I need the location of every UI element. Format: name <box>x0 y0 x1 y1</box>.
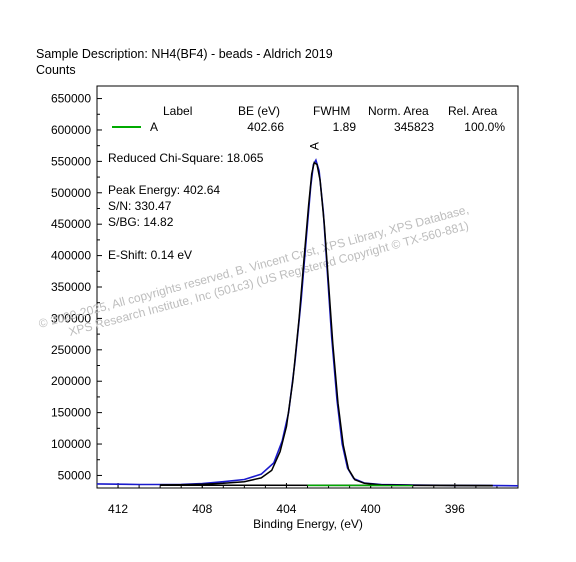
watermark-line: © 2020-2025, All copyrights reserved, B.… <box>37 202 470 331</box>
y-tick-label: 600000 <box>51 123 91 137</box>
y-tick-label: 150000 <box>51 406 91 420</box>
series-line-1 <box>160 161 493 487</box>
sample-description: Sample Description: NH4(BF4) - beads - A… <box>36 47 333 61</box>
x-tick-label: 404 <box>276 502 296 516</box>
legend-header-norm-area: Norm. Area <box>368 104 429 118</box>
y-tick-label: 300000 <box>51 311 91 325</box>
legend-row-norm-area: 345823 <box>394 120 434 134</box>
peak-energy-text: Peak Energy: 402.64 <box>108 183 220 197</box>
y-axis: 650000 600000 550000 500000 450000 400000 3500… <box>51 92 102 482</box>
y-tick-label: 650000 <box>51 92 91 106</box>
y-axis-label: Counts <box>36 63 76 77</box>
y-tick-label: 550000 <box>51 154 91 168</box>
y-tick-label: 200000 <box>51 374 91 388</box>
y-tick-label: 250000 <box>51 343 91 357</box>
sbg-text: S/BG: 14.82 <box>108 215 174 229</box>
legend-header-fwhm: FWHM <box>313 104 350 118</box>
peak-label-a: A <box>308 142 322 150</box>
x-tick-label: 400 <box>361 502 381 516</box>
y-tick-label: 400000 <box>51 249 91 263</box>
x-tick-label: 412 <box>108 502 128 516</box>
y-tick-label: 450000 <box>51 217 91 231</box>
legend-row-label: A <box>150 120 158 134</box>
fit-annotations: Reduced Chi-Square: 18.065 Peak Energy: … <box>108 151 264 262</box>
x-tick-label: 396 <box>445 502 465 516</box>
y-tick-label: 50000 <box>58 468 92 482</box>
chi-square-text: Reduced Chi-Square: 18.065 <box>108 151 264 165</box>
copyright-watermark: © 2020-2025, All copyrights reserved, B.… <box>37 202 470 339</box>
watermark-line: XPS Research Institute, Inc (501c3) (US … <box>67 218 470 339</box>
eshift-text: E-Shift: 0.14 eV <box>108 248 192 262</box>
y-tick-label: 500000 <box>51 186 91 200</box>
x-axis-label: Binding Energy, (eV) <box>253 517 363 531</box>
legend-row-rel-area: 100.0% <box>464 120 505 134</box>
series-group <box>97 158 518 487</box>
x-tick-label: 408 <box>192 502 212 516</box>
legend-header-label: Label <box>163 104 192 118</box>
sn-text: S/N: 330.47 <box>108 199 172 213</box>
legend-row-be: 402.66 <box>247 120 284 134</box>
y-tick-label: 100000 <box>51 437 91 451</box>
legend-header-be: BE (eV) <box>238 104 280 118</box>
legend-header-rel-area: Rel. Area <box>448 104 498 118</box>
x-axis: 412 408 404 400 396 <box>96 483 519 516</box>
legend: Label BE (eV) FWHM Norm. Area Rel. Area … <box>112 104 505 134</box>
legend-row-fwhm: 1.89 <box>333 120 357 134</box>
y-tick-label: 350000 <box>51 280 91 294</box>
